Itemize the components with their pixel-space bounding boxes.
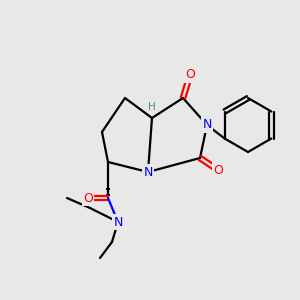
Text: N: N: [113, 215, 123, 229]
Text: N: N: [143, 166, 153, 178]
Text: O: O: [185, 68, 195, 82]
Text: O: O: [83, 191, 93, 205]
Text: H: H: [148, 102, 156, 112]
Text: N: N: [202, 118, 212, 131]
Text: O: O: [213, 164, 223, 176]
